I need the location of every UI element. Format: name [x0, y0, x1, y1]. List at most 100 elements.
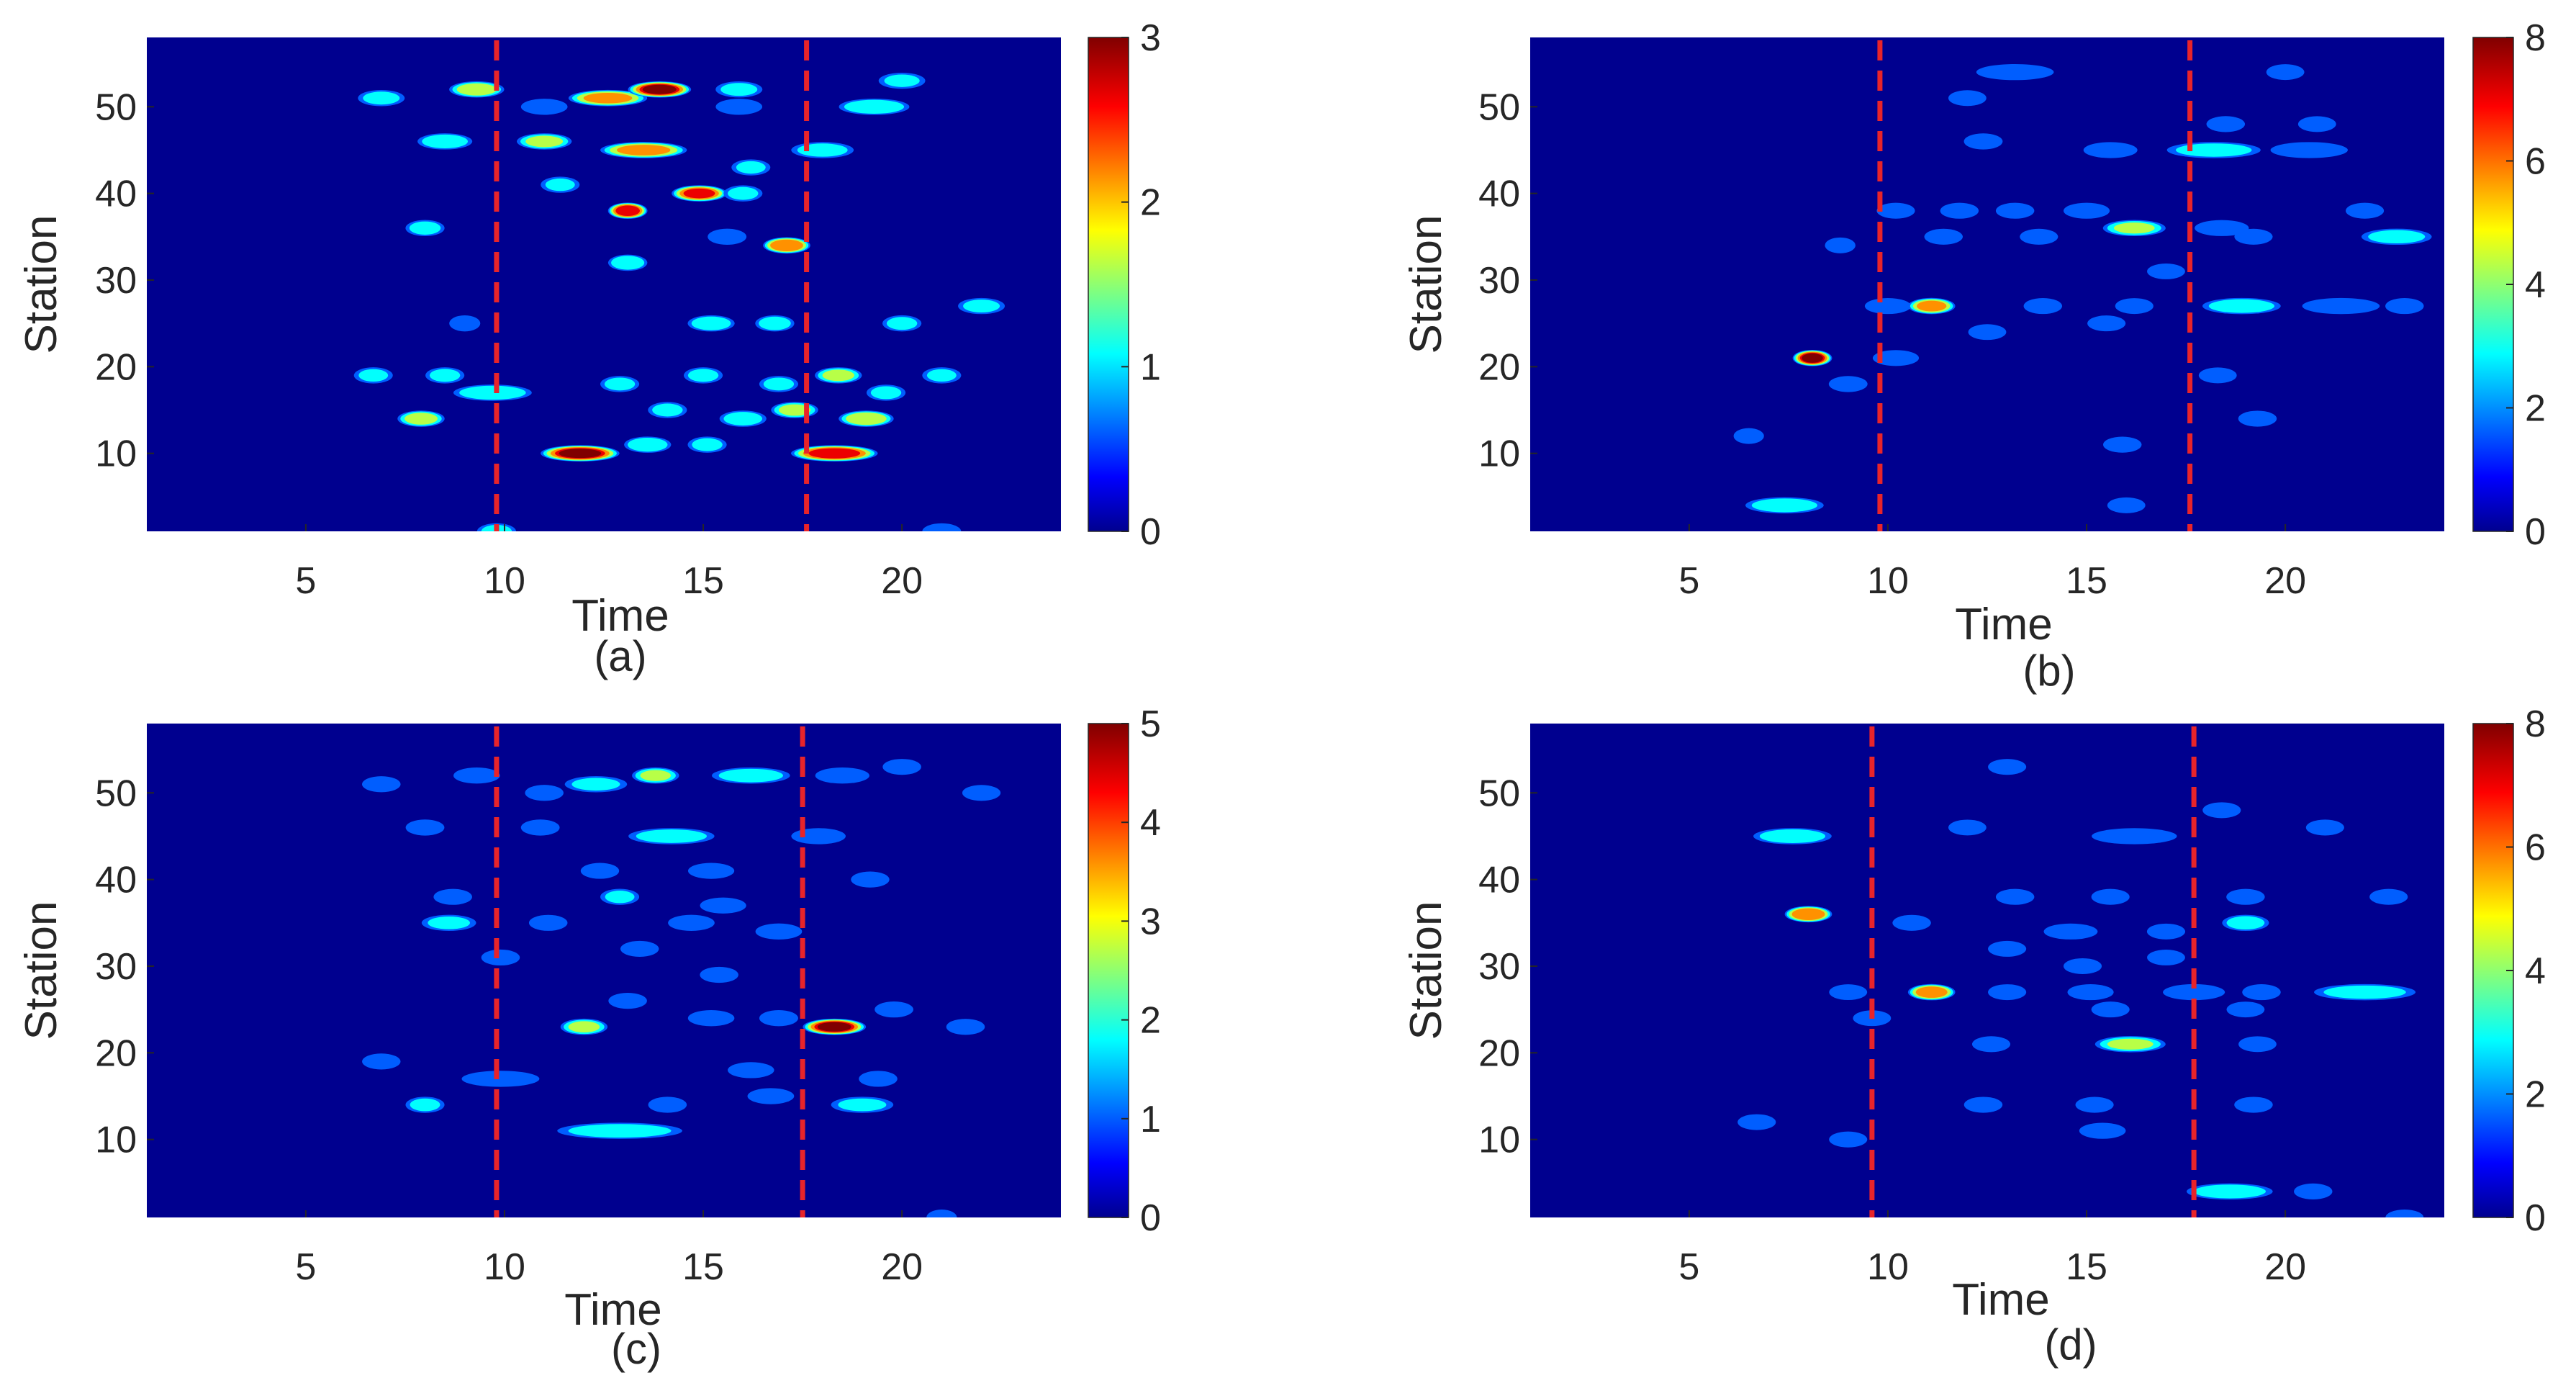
hotspot [624, 436, 672, 453]
hotspot [687, 315, 735, 332]
hotspot [2238, 1036, 2277, 1053]
x-axis-label: Time [1955, 600, 2052, 649]
hotspot [600, 142, 687, 158]
x-tick-label: 10 [484, 1246, 525, 1288]
colorbar [1088, 37, 1129, 532]
hotspot [2063, 202, 2110, 219]
x-tick-label: 10 [1867, 560, 1909, 602]
hotspot [2079, 1122, 2126, 1139]
hotspot [2091, 888, 2130, 905]
colorbar-tick-label: 1 [1140, 1099, 1161, 1140]
hotspot [648, 1096, 687, 1113]
heatmap-panel-4: 5 10 15 20 10 20 30 40 50 Station Time(d) 0 2 4 6 8 [1401, 703, 2546, 1369]
hotspot-layer [362, 759, 1001, 1217]
hotspot [723, 185, 763, 202]
panel-label: (d) [2044, 1320, 2097, 1369]
hotspot [449, 81, 505, 98]
hotspot [1792, 349, 1832, 366]
hotspot [2103, 436, 2142, 453]
hotspot [700, 897, 746, 914]
hotspot [2115, 298, 2154, 315]
y-tick-label: 20 [95, 1032, 137, 1074]
hotspot [2146, 923, 2186, 940]
y-tick-label: 10 [1478, 1120, 1520, 1161]
x-tick-label: 5 [1678, 560, 1699, 602]
hotspot [687, 436, 727, 453]
colorbar-tick-label: 4 [2525, 950, 2546, 992]
hotspot [2242, 983, 2281, 1001]
colorbar-tick-label: 6 [2525, 827, 2546, 869]
hotspot [759, 1010, 798, 1027]
hotspot [628, 81, 692, 98]
hotspot [557, 1122, 682, 1139]
hotspot [815, 367, 862, 384]
panel-label: (b) [2023, 647, 2075, 695]
hotspot [405, 1096, 445, 1113]
y-tick-label: 40 [1478, 860, 1520, 901]
hotspot [580, 863, 620, 879]
hotspot [763, 237, 810, 254]
hotspot [882, 759, 921, 775]
hotspot [600, 888, 640, 905]
heatmap-background [1530, 724, 2444, 1217]
hotspot [803, 1018, 867, 1035]
hotspot [620, 940, 659, 957]
hotspot [525, 785, 564, 801]
y-tick-label: 40 [1478, 174, 1520, 215]
y-axis-label: Station [17, 215, 66, 353]
hotspot [520, 99, 568, 115]
y-tick-label: 50 [1478, 86, 1520, 128]
colorbar-tick-label: 2 [1140, 1000, 1161, 1042]
hotspot [520, 819, 560, 836]
hotspot [672, 185, 727, 202]
hotspot [2020, 228, 2058, 245]
y-tick-label: 20 [95, 346, 137, 388]
colorbar-tick-label: 4 [2525, 264, 2546, 306]
colorbar-tick-label: 6 [2525, 141, 2546, 183]
hotspot [815, 767, 869, 784]
hotspot [2147, 949, 2185, 965]
hotspot [2385, 297, 2424, 315]
hotspot [719, 410, 767, 427]
y-tick-label: 10 [1478, 433, 1520, 475]
hotspot [1995, 888, 2035, 905]
hotspot [2385, 1210, 2424, 1217]
x-tick-label: 10 [484, 560, 525, 602]
hotspot [2266, 64, 2305, 81]
hotspot [2297, 116, 2336, 132]
hotspot [790, 445, 878, 462]
y-tick-label: 10 [95, 1120, 137, 1161]
hotspot [1784, 906, 1832, 923]
hotspot [2206, 116, 2246, 132]
x-tick-label: 20 [881, 1246, 923, 1288]
hotspot [405, 819, 445, 836]
heatmap-background [147, 724, 1061, 1217]
hotspot [2092, 828, 2177, 845]
hotspot [791, 142, 854, 158]
hotspot [362, 776, 401, 793]
colorbar-tick-label: 0 [1140, 511, 1161, 553]
hotspot [839, 410, 894, 427]
hotspot [2222, 914, 2269, 932]
y-tick-label: 50 [95, 86, 137, 128]
hotspot [1737, 1114, 1776, 1130]
hotspot [747, 1088, 795, 1104]
hotspot [541, 176, 580, 193]
hotspot [421, 914, 476, 932]
x-tick-label: 20 [2264, 560, 2306, 602]
hotspot [1995, 202, 2035, 219]
hotspot [517, 133, 572, 150]
colorbar-tick-label: 3 [1140, 17, 1161, 59]
hotspot [1988, 940, 2027, 957]
hotspot [607, 254, 648, 271]
heatmap-panel-2: 5 10 15 20 10 20 30 40 50 Station Time(b) 0 2 4 6 8 [1401, 17, 2546, 695]
hotspot [2102, 220, 2166, 237]
y-tick-label: 40 [95, 174, 137, 215]
hotspot [1825, 237, 1856, 253]
hotspot [1940, 202, 1979, 219]
panel-label: (c) [611, 1325, 661, 1373]
hotspot [358, 90, 405, 107]
hotspot [1963, 133, 2003, 150]
hotspot [1968, 324, 2007, 341]
hotspot [882, 315, 922, 332]
